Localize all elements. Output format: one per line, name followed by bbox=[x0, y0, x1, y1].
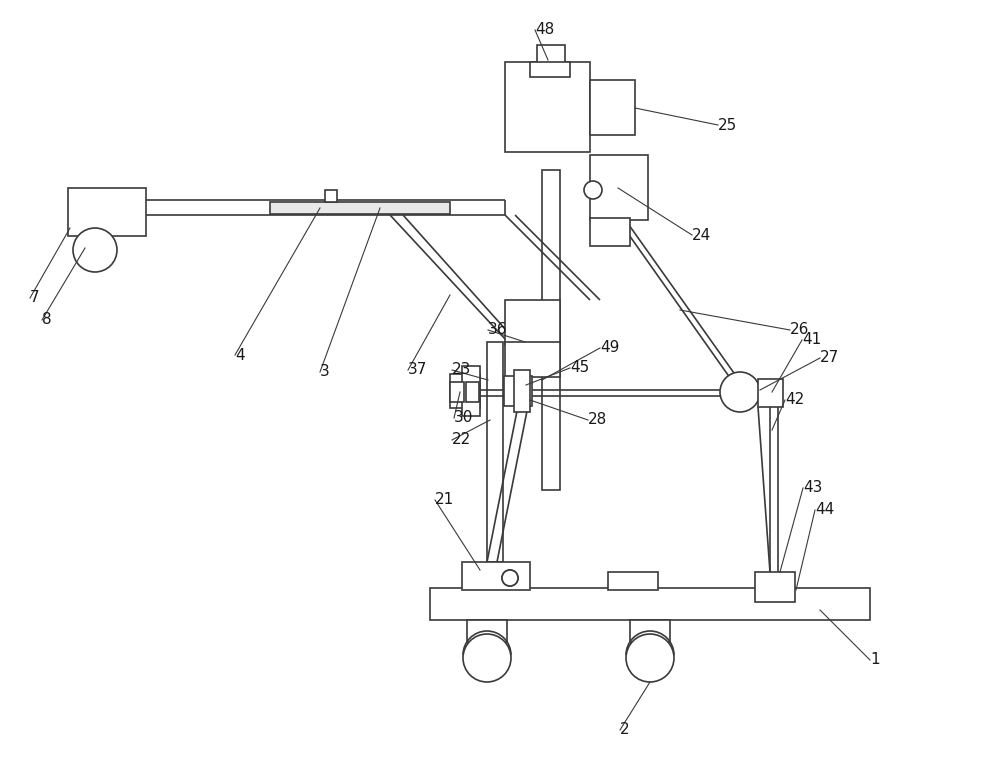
Text: 41: 41 bbox=[802, 333, 821, 348]
Circle shape bbox=[720, 372, 760, 412]
Text: 25: 25 bbox=[718, 118, 737, 132]
Text: 7: 7 bbox=[30, 290, 40, 306]
Bar bbox=[505, 300, 560, 345]
Text: 24: 24 bbox=[692, 228, 711, 242]
Bar bbox=[462, 562, 530, 590]
Bar bbox=[505, 62, 590, 152]
Text: 49: 49 bbox=[600, 341, 619, 355]
Bar bbox=[68, 188, 146, 236]
Bar bbox=[590, 80, 635, 135]
Bar bbox=[325, 190, 337, 202]
Bar bbox=[755, 572, 795, 602]
Circle shape bbox=[502, 570, 518, 586]
Text: 45: 45 bbox=[570, 361, 589, 375]
Bar bbox=[590, 218, 630, 246]
Bar bbox=[467, 620, 507, 642]
Bar bbox=[450, 374, 480, 408]
Bar bbox=[590, 155, 648, 220]
Bar bbox=[542, 170, 560, 490]
Bar bbox=[505, 342, 560, 377]
Text: 27: 27 bbox=[820, 351, 839, 365]
Text: 3: 3 bbox=[320, 365, 330, 379]
Text: 28: 28 bbox=[588, 413, 607, 427]
Bar bbox=[530, 62, 570, 77]
Bar bbox=[430, 588, 870, 620]
Bar bbox=[270, 202, 450, 214]
Text: 43: 43 bbox=[803, 481, 822, 495]
Text: 30: 30 bbox=[454, 410, 473, 426]
Text: 1: 1 bbox=[870, 652, 880, 667]
Circle shape bbox=[73, 228, 117, 272]
Bar bbox=[504, 376, 532, 406]
Bar bbox=[450, 382, 464, 402]
Text: 4: 4 bbox=[235, 348, 245, 362]
Circle shape bbox=[626, 634, 674, 682]
Circle shape bbox=[502, 570, 518, 586]
Text: 36: 36 bbox=[488, 323, 508, 337]
Bar bbox=[514, 370, 530, 412]
Bar bbox=[537, 45, 565, 65]
Bar bbox=[758, 379, 783, 407]
Circle shape bbox=[584, 181, 602, 199]
Text: 2: 2 bbox=[620, 722, 630, 738]
Text: 21: 21 bbox=[435, 492, 454, 508]
Bar bbox=[630, 620, 670, 642]
Text: 26: 26 bbox=[790, 323, 809, 337]
Circle shape bbox=[463, 634, 511, 682]
Bar bbox=[466, 382, 479, 402]
Text: 23: 23 bbox=[452, 362, 471, 378]
Bar bbox=[462, 366, 480, 416]
Text: 42: 42 bbox=[785, 392, 804, 407]
Bar bbox=[608, 572, 658, 590]
Text: 22: 22 bbox=[452, 433, 471, 447]
Text: 37: 37 bbox=[408, 362, 427, 378]
Text: 44: 44 bbox=[815, 502, 834, 518]
Bar bbox=[487, 342, 503, 562]
Bar bbox=[84, 233, 106, 251]
Text: 8: 8 bbox=[42, 313, 52, 327]
Text: 48: 48 bbox=[535, 22, 554, 37]
